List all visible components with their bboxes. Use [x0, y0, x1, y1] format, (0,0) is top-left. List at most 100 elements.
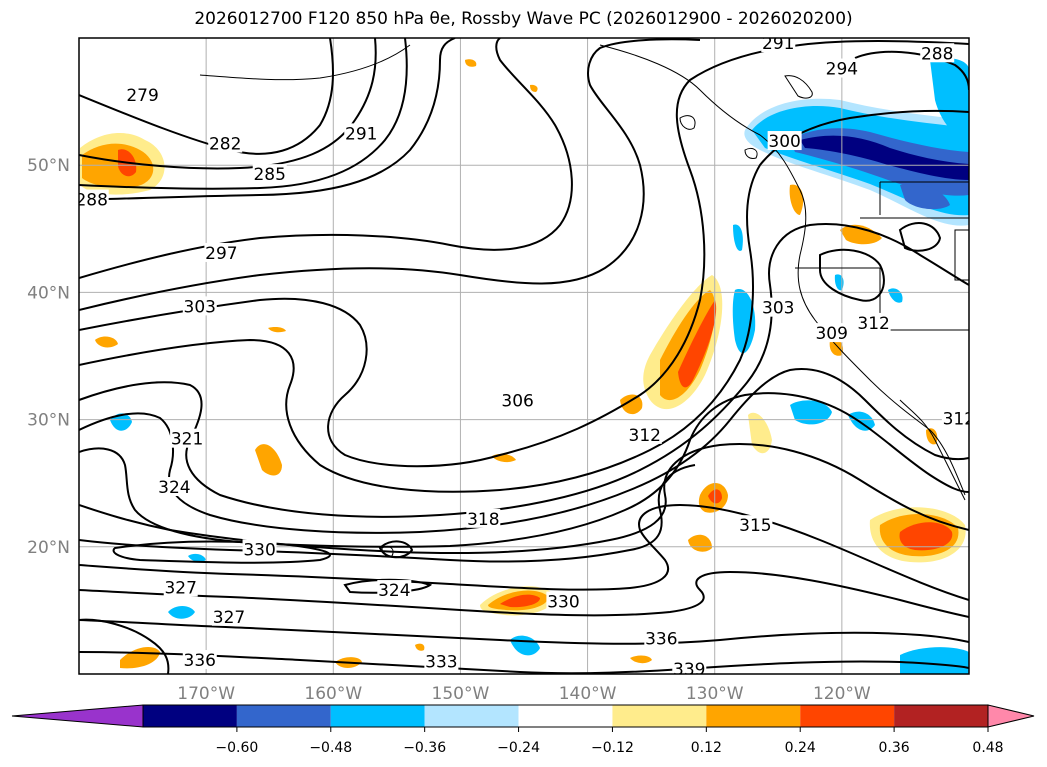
page-title: 2026012700 F120 850 hPa θe, Rossby Wave …	[194, 9, 853, 29]
colorbar-swatch	[800, 705, 895, 727]
map-plot-area: 279 282 285 288 291 291 294 288 300 297 303 303 309 3…	[75, 34, 975, 680]
contour-label: 285	[253, 165, 285, 185]
lon-tick-label: 170°W	[177, 684, 235, 704]
contour-label-background	[242, 539, 277, 559]
contour-label: 318	[467, 510, 499, 530]
colorbar-tick-label: −0.24	[497, 740, 540, 756]
lat-tick-label: 40°N	[27, 283, 70, 303]
contour-label-background	[170, 428, 205, 448]
colorbar-outline	[142, 704, 989, 728]
contour-label-background	[761, 297, 796, 317]
contour-label-background	[672, 658, 707, 674]
colorbar-swatch	[236, 705, 331, 727]
contour-label: 288	[75, 191, 107, 211]
contour-label: 330	[547, 592, 579, 612]
contour-label: 291	[762, 34, 794, 54]
contour-label-background	[856, 312, 891, 332]
contour-label-background	[814, 323, 849, 343]
colorbar-tick-label: −0.36	[403, 740, 446, 756]
lon-tick-label: 150°W	[432, 684, 490, 704]
lon-tick-label: 160°W	[304, 684, 362, 704]
contour-label: 303	[184, 297, 216, 317]
colorbar-swatch	[143, 705, 237, 727]
colorbar-swatch	[424, 705, 519, 727]
contour-label-background	[546, 591, 581, 611]
contour-label: 327	[213, 608, 245, 628]
contour-label: 291	[345, 124, 377, 144]
contour-label-background	[79, 189, 109, 209]
contour-label-background	[500, 390, 535, 410]
map-frame	[78, 37, 970, 675]
contour-label: 324	[158, 478, 190, 498]
contour-label-background	[157, 477, 192, 497]
colorbar-tick-label: 0.12	[691, 740, 722, 756]
longitude-tick-labels: 170°W 160°W 150°W 140°W 130°W 120°W	[177, 684, 871, 704]
colorbar-tick-label: 0.48	[972, 740, 1003, 756]
colorbar-extend-min	[11, 704, 144, 728]
contour-label: 300	[768, 132, 800, 152]
contour-label: 339	[673, 660, 705, 680]
contour-label-background	[627, 424, 662, 444]
contour-label-background	[824, 58, 859, 78]
lon-tick-label: 130°W	[686, 684, 744, 704]
contour-label-background	[212, 606, 247, 626]
contour-label: 282	[209, 135, 241, 155]
contour-label: 279	[126, 86, 158, 106]
contour-label-background	[377, 580, 412, 600]
contour-label: 321	[171, 430, 203, 450]
contour-label-background	[761, 38, 796, 53]
negative-anomaly-shading	[110, 58, 969, 674]
contour-label-background	[125, 85, 160, 105]
contour-label: 294	[826, 60, 858, 80]
coastlines	[199, 44, 969, 557]
contour-label: 312	[857, 314, 889, 334]
colorbar-tick-label: −0.12	[591, 740, 634, 756]
colorbar-swatch	[706, 705, 801, 727]
contour-label-background	[920, 43, 955, 63]
contour-label-background	[208, 133, 243, 153]
contour-label-background	[344, 123, 379, 143]
contour-label-background	[466, 508, 501, 528]
contour-label-background	[767, 131, 802, 151]
positive-anomaly-shading	[80, 59, 966, 669]
contour-label: 336	[184, 651, 216, 671]
colorbar-tick-label: 0.36	[879, 740, 910, 756]
contour-label: 303	[762, 299, 794, 319]
contour-label: 288	[921, 44, 953, 64]
lat-tick-label: 50°N	[27, 156, 70, 176]
contour-label-background	[182, 296, 217, 316]
lon-tick-label: 120°W	[813, 684, 871, 704]
colorbar-swatch	[518, 705, 613, 727]
theta-e-contours	[79, 38, 969, 674]
contour-label: 336	[645, 629, 677, 649]
contour-label: 309	[815, 324, 847, 344]
colorbar-swatch	[330, 705, 425, 727]
contour-label-background	[424, 651, 459, 671]
contour-label-background	[163, 577, 198, 597]
colorbar: −0.60 −0.48 −0.36 −0.24 −0.12 0.12 0.24 0.36 0.4…	[11, 704, 1035, 756]
contour-label: 306	[501, 392, 533, 412]
contour-label: 297	[205, 244, 237, 264]
contour-label: 330	[243, 540, 275, 560]
contour-labels: 279 282 285 288 291 291 294 288 300 297 303 303 309 3…	[75, 34, 975, 680]
colorbar-swatch	[612, 705, 707, 727]
contour-label: 315	[739, 516, 771, 536]
contour-label-background	[738, 515, 773, 535]
colorbar-tick-label: −0.60	[215, 740, 258, 756]
contour-label: 327	[164, 579, 196, 599]
contour-label-background	[644, 628, 679, 648]
contour-label-background	[252, 164, 287, 184]
colorbar-tick-label: −0.48	[309, 740, 352, 756]
lat-tick-label: 20°N	[27, 538, 70, 558]
contour-label-background	[204, 242, 239, 262]
colorbar-swatch	[894, 705, 988, 727]
lon-tick-label: 140°W	[559, 684, 617, 704]
contour-label-background	[182, 650, 217, 670]
contour-label: 333	[425, 652, 457, 672]
colorbar-tick-label: 0.24	[785, 740, 816, 756]
contour-label: 312	[943, 409, 975, 429]
contour-label-background	[941, 408, 969, 428]
lat-tick-label: 30°N	[27, 411, 70, 431]
contour-label: 324	[378, 581, 410, 601]
